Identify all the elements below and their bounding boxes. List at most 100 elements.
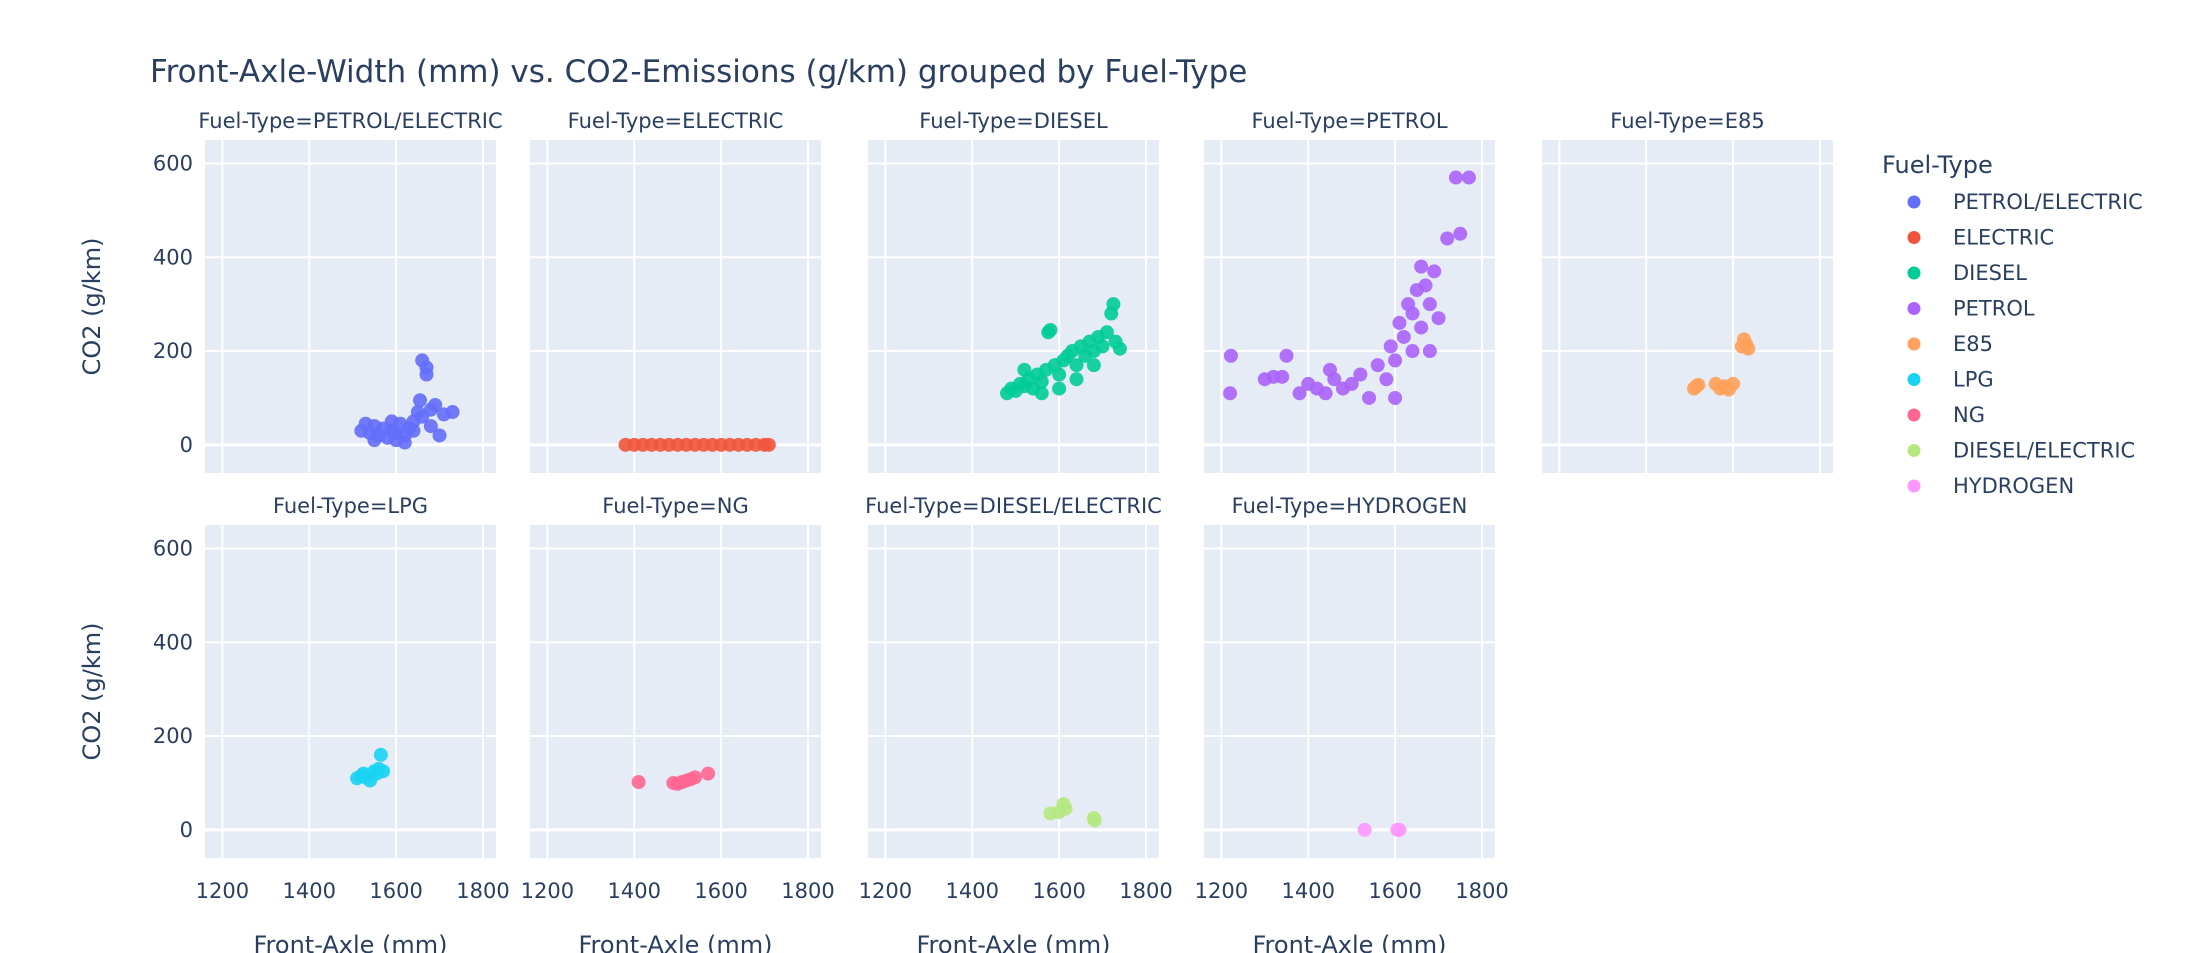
legend: Fuel-Type PETROL/ELECTRIC ELECTRIC DIESEL PE… bbox=[1882, 151, 2143, 498]
facet-panel: Fuel-Type=PETROL/ELECTRIC 0 200 400 600 CO2 (… bbox=[78, 109, 503, 473]
plot-background bbox=[1204, 140, 1495, 473]
data-point bbox=[1357, 822, 1372, 837]
data-point bbox=[1414, 259, 1429, 274]
legend-label: PETROL bbox=[1953, 297, 2035, 321]
legend-item[interactable]: PETROL bbox=[1907, 297, 2035, 321]
data-point bbox=[1069, 372, 1084, 387]
data-point bbox=[1275, 369, 1290, 384]
x-tick-label: 1200 bbox=[1195, 879, 1248, 903]
data-point bbox=[1392, 822, 1407, 837]
data-point bbox=[367, 433, 382, 448]
facet-title: Fuel-Type=HYDROGEN bbox=[1232, 494, 1468, 518]
data-point bbox=[397, 435, 412, 450]
y-tick-label: 200 bbox=[153, 724, 193, 748]
facet-title: Fuel-Type=DIESEL/ELECTRIC bbox=[865, 494, 1162, 518]
legend-marker bbox=[1907, 266, 1921, 280]
data-point bbox=[1422, 297, 1437, 312]
facet-title: Fuel-Type=PETROL bbox=[1251, 109, 1447, 133]
data-point bbox=[1322, 362, 1337, 377]
plot-background bbox=[205, 525, 496, 858]
data-point bbox=[1396, 329, 1411, 344]
data-point bbox=[1448, 170, 1463, 185]
data-point bbox=[1106, 297, 1121, 312]
x-tick-label: 1200 bbox=[859, 879, 912, 903]
legend-item[interactable]: HYDROGEN bbox=[1907, 474, 2075, 498]
data-point bbox=[1414, 320, 1429, 335]
legend-item[interactable]: ELECTRIC bbox=[1907, 226, 2055, 250]
legend-item[interactable]: DIESEL/ELECTRIC bbox=[1907, 439, 2136, 463]
data-point bbox=[1043, 322, 1058, 337]
data-point bbox=[1362, 390, 1377, 405]
data-point bbox=[1453, 226, 1468, 241]
legend-label: DIESEL bbox=[1953, 261, 2027, 285]
legend-marker bbox=[1907, 479, 1921, 493]
plot-background bbox=[868, 525, 1159, 858]
legend-label: NG bbox=[1953, 403, 1985, 427]
data-point bbox=[1017, 362, 1032, 377]
facet-title: Fuel-Type=ELECTRIC bbox=[568, 109, 784, 133]
data-point bbox=[419, 367, 434, 382]
facet-panels: Fuel-Type=PETROL/ELECTRIC 0 200 400 600 CO2 (… bbox=[78, 109, 1833, 953]
data-point bbox=[1427, 264, 1442, 279]
y-axis-title: CO2 (g/km) bbox=[78, 238, 106, 376]
legend-label: LPG bbox=[1953, 368, 1994, 392]
data-point bbox=[1388, 390, 1403, 405]
facet-panel: Fuel-Type=NG 1200 1400 1600 1800 Front-Axle (… bbox=[521, 494, 835, 953]
legend-label: DIESEL/ELECTRIC bbox=[1953, 439, 2135, 463]
x-axis-title: Front-Axle (mm) bbox=[1252, 931, 1446, 953]
legend-label: ELECTRIC bbox=[1953, 226, 2054, 250]
x-axis-title: Front-Axle (mm) bbox=[916, 931, 1110, 953]
data-point bbox=[1726, 376, 1741, 391]
data-point bbox=[761, 437, 776, 452]
data-point bbox=[1741, 341, 1756, 356]
x-tick-label: 1800 bbox=[1119, 879, 1172, 903]
data-point bbox=[1034, 386, 1049, 401]
data-point bbox=[376, 764, 391, 779]
y-tick-label: 600 bbox=[153, 536, 193, 560]
data-point bbox=[1223, 386, 1238, 401]
facet-panel: Fuel-Type=DIESEL/ELECTRIC 1200 1400 1600 180… bbox=[859, 494, 1173, 953]
legend-title: Fuel-Type bbox=[1882, 151, 1993, 179]
x-tick-label: 1400 bbox=[283, 879, 336, 903]
x-tick-label: 1800 bbox=[456, 879, 509, 903]
legend-marker bbox=[1907, 231, 1921, 244]
facet-title: Fuel-Type=PETROL/ELECTRIC bbox=[198, 109, 502, 133]
legend-marker bbox=[1907, 302, 1921, 315]
legend-label: HYDROGEN bbox=[1953, 474, 2074, 498]
legend-item[interactable]: PETROL/ELECTRIC bbox=[1907, 190, 2143, 214]
plot-background bbox=[530, 140, 821, 473]
x-tick-label: 1400 bbox=[608, 879, 661, 903]
x-tick-label: 1200 bbox=[196, 879, 249, 903]
data-point bbox=[1461, 170, 1476, 185]
data-point bbox=[373, 747, 388, 762]
data-point bbox=[1422, 344, 1437, 359]
data-point bbox=[1099, 325, 1114, 340]
data-point bbox=[1418, 278, 1433, 293]
legend-item[interactable]: DIESEL bbox=[1907, 261, 2028, 285]
data-point bbox=[445, 405, 460, 420]
data-point bbox=[1405, 344, 1420, 359]
data-point bbox=[1318, 386, 1333, 401]
data-point bbox=[1095, 339, 1110, 354]
facet-panel: Fuel-Type=PETROL bbox=[1204, 109, 1495, 473]
data-point bbox=[432, 428, 447, 443]
legend-marker bbox=[1907, 408, 1921, 422]
x-tick-label: 1600 bbox=[369, 879, 422, 903]
y-axis-title: CO2 (g/km) bbox=[78, 623, 106, 761]
data-point bbox=[1112, 341, 1127, 356]
facet-title: Fuel-Type=E85 bbox=[1610, 109, 1764, 133]
y-tick-label: 400 bbox=[153, 630, 193, 654]
data-point bbox=[423, 402, 438, 417]
plot-background bbox=[1204, 525, 1495, 858]
x-tick-label: 1400 bbox=[946, 879, 999, 903]
legend-marker bbox=[1907, 195, 1921, 209]
facet-panel: Fuel-Type=LPG 0 200 400 600 CO2 (g/km) 1200 140… bbox=[78, 494, 510, 953]
plot-background bbox=[530, 525, 821, 858]
legend-item[interactable]: NG bbox=[1907, 403, 1985, 427]
legend-item[interactable]: E85 bbox=[1907, 332, 1994, 356]
y-tick-label: 200 bbox=[153, 339, 193, 363]
legend-item[interactable]: LPG bbox=[1907, 368, 1994, 392]
data-point bbox=[412, 393, 427, 408]
facet-panel: Fuel-Type=HYDROGEN 1200 1400 1600 1800 Front-… bbox=[1195, 494, 1509, 953]
data-point bbox=[1087, 813, 1102, 828]
